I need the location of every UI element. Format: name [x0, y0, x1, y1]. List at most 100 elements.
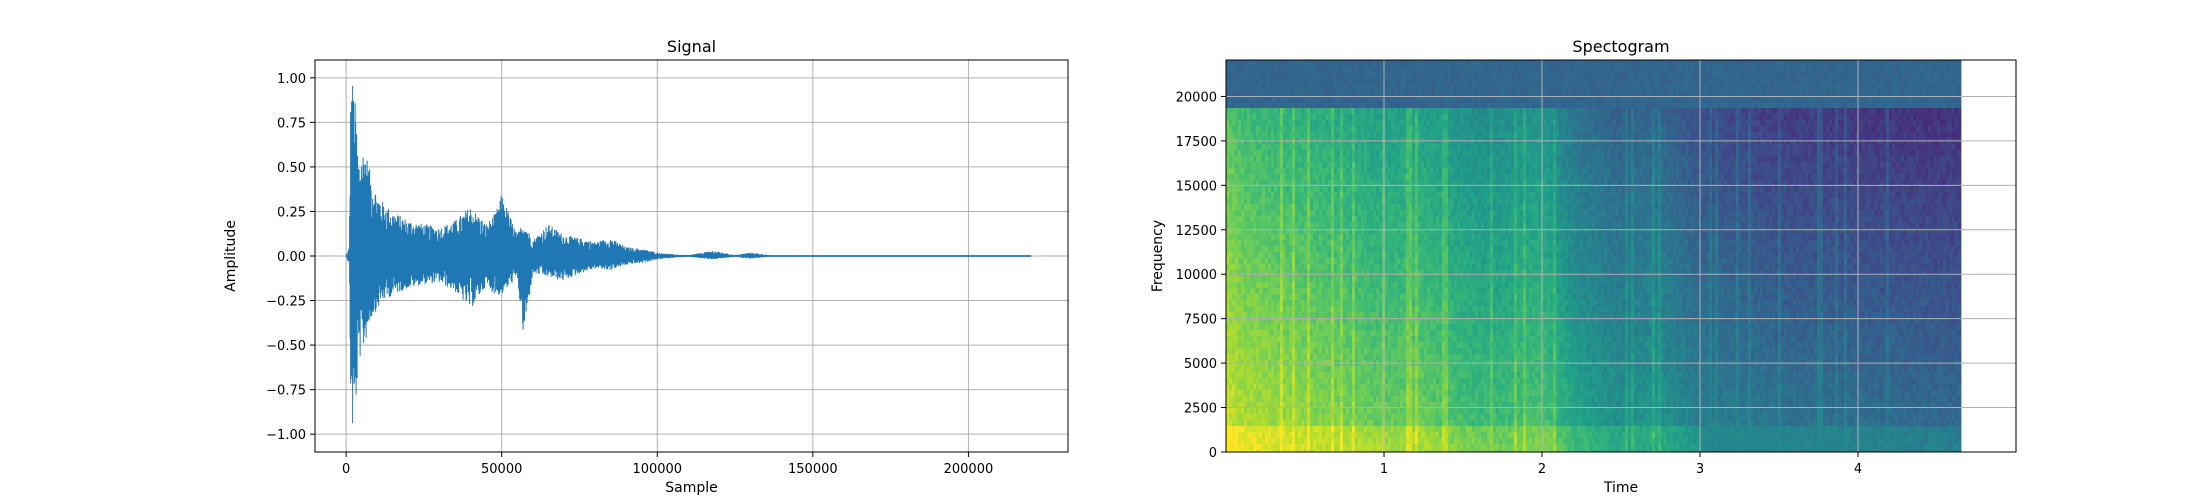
spectrogram-cell — [1334, 372, 1338, 379]
spectrogram-cell — [1376, 84, 1380, 91]
spectrogram-cell — [1283, 222, 1287, 229]
spectrogram-cell — [1403, 90, 1407, 97]
spectrogram-cell — [1445, 336, 1449, 343]
spectrogram-cell — [1349, 402, 1353, 409]
spectrogram-cell — [1358, 216, 1362, 223]
spectrogram-cell — [1325, 144, 1329, 151]
spectrogram-cell — [1415, 90, 1419, 97]
spectrogram-cell — [1325, 384, 1329, 391]
spectrogram-cell — [1313, 336, 1317, 343]
spectrogram-cell — [1379, 318, 1383, 325]
spectrogram-cell — [1253, 402, 1257, 409]
spectrogram-cell — [1292, 330, 1296, 337]
spectrogram-cell — [1442, 378, 1446, 385]
spectrogram-cell — [1385, 378, 1389, 385]
spectrogram-cell — [1328, 228, 1332, 235]
spectrogram-cell — [1349, 168, 1353, 175]
spectrogram-cell — [1286, 120, 1290, 127]
spectrogram-cell — [1331, 396, 1335, 403]
spectrogram-cell — [1322, 174, 1326, 181]
spectrogram-cell — [1427, 60, 1431, 67]
spectrogram-cell — [1325, 312, 1329, 319]
spectrogram-cell — [1226, 444, 1230, 451]
spectrogram-cell — [1448, 108, 1452, 115]
spectrogram-cell — [1412, 312, 1416, 319]
spectrogram-cell — [1298, 192, 1302, 199]
spectrogram-cell — [1298, 204, 1302, 211]
spectrogram-cell — [1367, 318, 1371, 325]
spectrogram-cell — [1328, 378, 1332, 385]
spectrogram-cell — [1361, 156, 1365, 163]
spectrogram-cell — [1430, 336, 1434, 343]
spectrogram-cell — [1373, 396, 1377, 403]
spectrogram-cell — [1355, 330, 1359, 337]
spectrogram-cell — [1304, 168, 1308, 175]
spectrogram-cell — [1391, 174, 1395, 181]
spectrogram-cell — [1373, 300, 1377, 307]
spectrogram-cell — [1289, 168, 1293, 175]
spectrogram-cell — [1415, 420, 1419, 427]
spectrogram-cell — [1427, 108, 1431, 115]
spectrogram-cell — [1391, 264, 1395, 271]
spectrogram-cell — [1385, 354, 1389, 361]
spectrogram-cell — [1274, 210, 1278, 217]
spectrogram-cell — [1442, 150, 1446, 157]
spectrogram-cell — [1439, 408, 1443, 415]
spectrogram-cell — [1280, 366, 1284, 373]
spectrogram-cell — [1274, 330, 1278, 337]
spectrogram-cell — [1247, 252, 1251, 259]
spectrogram-cell — [1364, 276, 1368, 283]
signal-y-tick-label: −0.25 — [266, 295, 306, 310]
spectrogram-cell — [1322, 420, 1326, 427]
spectrogram-cell — [1424, 378, 1428, 385]
spectrogram-cell — [1274, 408, 1278, 415]
spectrogram-cell — [1427, 384, 1431, 391]
spectrogram-cell — [1271, 390, 1275, 397]
spectrogram-cell — [1424, 300, 1428, 307]
spectrogram-cell — [1373, 402, 1377, 409]
spectrogram-cell — [1418, 78, 1422, 85]
spectrogram-cell — [1385, 306, 1389, 313]
spectrogram-cell — [1388, 246, 1392, 253]
spectrogram-cell — [1316, 66, 1320, 73]
spectrogram-cell — [1310, 450, 1314, 452]
spectrogram-cell — [1250, 384, 1254, 391]
spectrogram-cell — [1310, 180, 1314, 187]
spectrogram-cell — [1352, 66, 1356, 73]
spectrogram-cell — [1319, 150, 1323, 157]
spectrogram-cell — [1259, 438, 1263, 445]
spectrogram-cell — [1391, 378, 1395, 385]
spectrogram-cell — [1289, 258, 1293, 265]
spectrogram-cell — [1385, 108, 1389, 115]
spectrogram-cell — [1394, 438, 1398, 445]
spectrogram-cell — [1448, 144, 1452, 151]
spectrogram-cell — [1376, 174, 1380, 181]
spectrogram-cell — [1361, 90, 1365, 97]
spectrogram-cell — [1391, 444, 1395, 451]
spectrogram-cell — [1310, 108, 1314, 115]
spectrogram-cell — [1424, 156, 1428, 163]
spectrogram-cell — [1430, 126, 1434, 133]
spectrogram-cell — [1316, 324, 1320, 331]
spectrogram-cell — [1304, 318, 1308, 325]
spectrogram-cell — [1250, 162, 1254, 169]
spectrogram-cell — [1241, 354, 1245, 361]
spectrogram-cell — [1370, 414, 1374, 421]
spectrogram-cell — [1271, 78, 1275, 85]
spectrogram-cell — [1280, 264, 1284, 271]
spectrogram-cell — [1289, 390, 1293, 397]
spectrogram-cell — [1286, 96, 1290, 103]
spectrogram-cell — [1349, 90, 1353, 97]
spectrogram-cell — [1253, 234, 1257, 241]
spectrogram-cell — [1415, 390, 1419, 397]
spectrogram-cell — [1235, 294, 1239, 301]
spectrogram-cell — [1244, 78, 1248, 85]
spectrogram-cell — [1376, 126, 1380, 133]
spectrogram-cell — [1241, 132, 1245, 139]
spectrogram-cell — [1313, 342, 1317, 349]
spectrogram-cell — [1364, 450, 1368, 452]
spectrogram-cell — [1256, 108, 1260, 115]
spectrogram-cell — [1232, 210, 1236, 217]
spectrogram-cell — [1424, 432, 1428, 439]
spectrogram-cell — [1358, 228, 1362, 235]
